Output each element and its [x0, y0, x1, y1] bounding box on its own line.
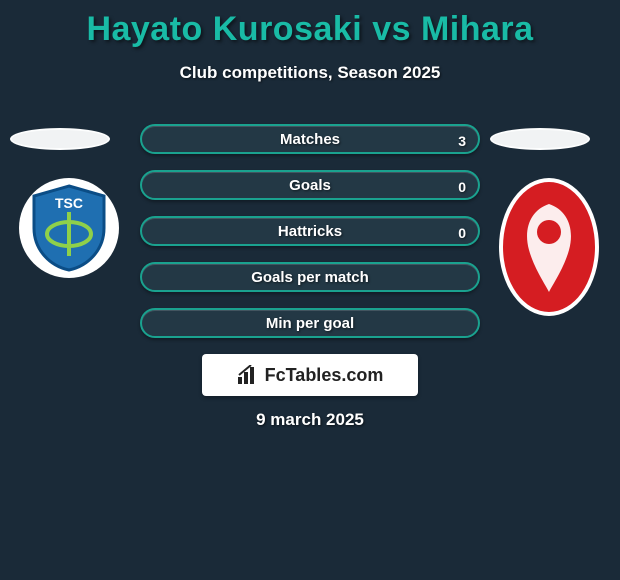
- branding-text: FcTables.com: [265, 365, 384, 386]
- branding-badge: FcTables.com: [202, 354, 418, 396]
- club-badge-left-letters: TSC: [55, 195, 83, 211]
- page-title: Hayato Kurosaki vs Mihara: [0, 0, 620, 49]
- club-badge-left: TSC: [19, 178, 119, 278]
- bars-icon: [237, 365, 259, 385]
- club-badge-right: [499, 178, 599, 316]
- stat-label: Min per goal: [266, 315, 354, 332]
- player-left-avatar-placeholder: [10, 128, 110, 150]
- stat-label: Goals per match: [251, 269, 369, 286]
- comparison-card: Hayato Kurosaki vs Mihara Club competiti…: [0, 0, 620, 580]
- stat-right-value: 3: [458, 126, 466, 156]
- club-badge-right-svg: [509, 192, 589, 302]
- stat-right-value: 0: [458, 218, 466, 248]
- stat-rows: Matches 3 Goals 0 Hattricks 0 Goals per …: [140, 124, 480, 354]
- stat-label: Matches: [280, 131, 340, 148]
- stat-row-goals-per-match: Goals per match: [140, 262, 480, 292]
- club-badge-left-svg: TSC: [30, 184, 108, 272]
- stat-right-value: 0: [458, 172, 466, 202]
- stat-row-goals: Goals 0: [140, 170, 480, 200]
- stat-row-min-per-goal: Min per goal: [140, 308, 480, 338]
- stat-row-matches: Matches 3: [140, 124, 480, 154]
- player-right-avatar-placeholder: [490, 128, 590, 150]
- date-label: 9 march 2025: [0, 410, 620, 430]
- stat-row-hattricks: Hattricks 0: [140, 216, 480, 246]
- stat-label: Hattricks: [278, 223, 342, 240]
- subtitle: Club competitions, Season 2025: [0, 63, 620, 83]
- stat-label: Goals: [289, 177, 331, 194]
